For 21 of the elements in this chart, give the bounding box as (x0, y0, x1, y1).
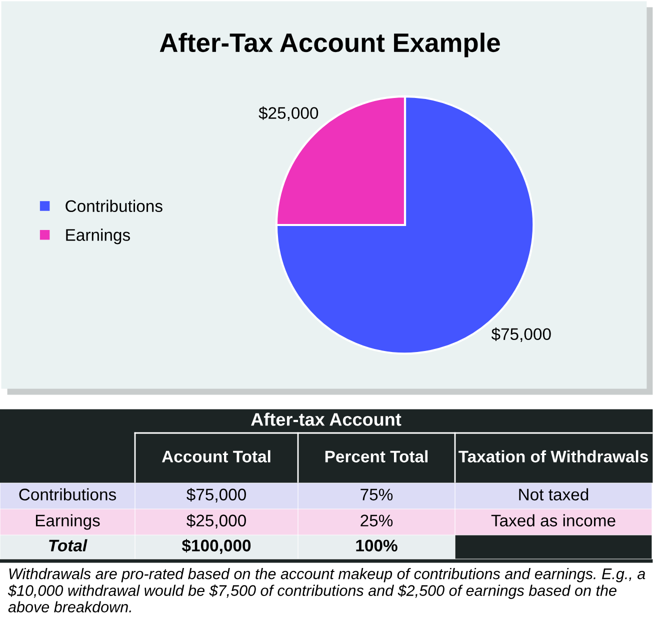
text: 75% (360, 488, 393, 500)
data-label: $75,000 (491, 328, 551, 342)
text: Total (49, 539, 88, 552)
text: After-tax Account (251, 412, 402, 426)
text: 25% (360, 514, 393, 526)
text: Percent Total (325, 450, 428, 462)
text: Earnings (36, 514, 100, 530)
text: Contributions (19, 488, 116, 500)
text: Withdrawals are pro-rated based on the account makeup of contributions and earnings. E.g., a $10,000 withdrawal would be $7,500 of contributions and $2,500 of earnings based on the above breakdown. (8, 568, 646, 612)
text: Account Total (162, 450, 270, 462)
legend-label: Contributions (66, 200, 162, 212)
chart-title: After-Tax Account Example (160, 32, 500, 58)
text: $25,000 (186, 514, 246, 528)
text: Taxed as income (491, 514, 616, 526)
text: $75,000 (186, 488, 246, 502)
legend-label: Earnings (66, 228, 130, 244)
text: Taxation of Withdrawals (458, 450, 648, 462)
text: $100,000 (182, 538, 251, 554)
text: Not taxed (519, 488, 588, 500)
text: 100% (356, 540, 398, 552)
data-label: $25,000 (258, 106, 318, 121)
